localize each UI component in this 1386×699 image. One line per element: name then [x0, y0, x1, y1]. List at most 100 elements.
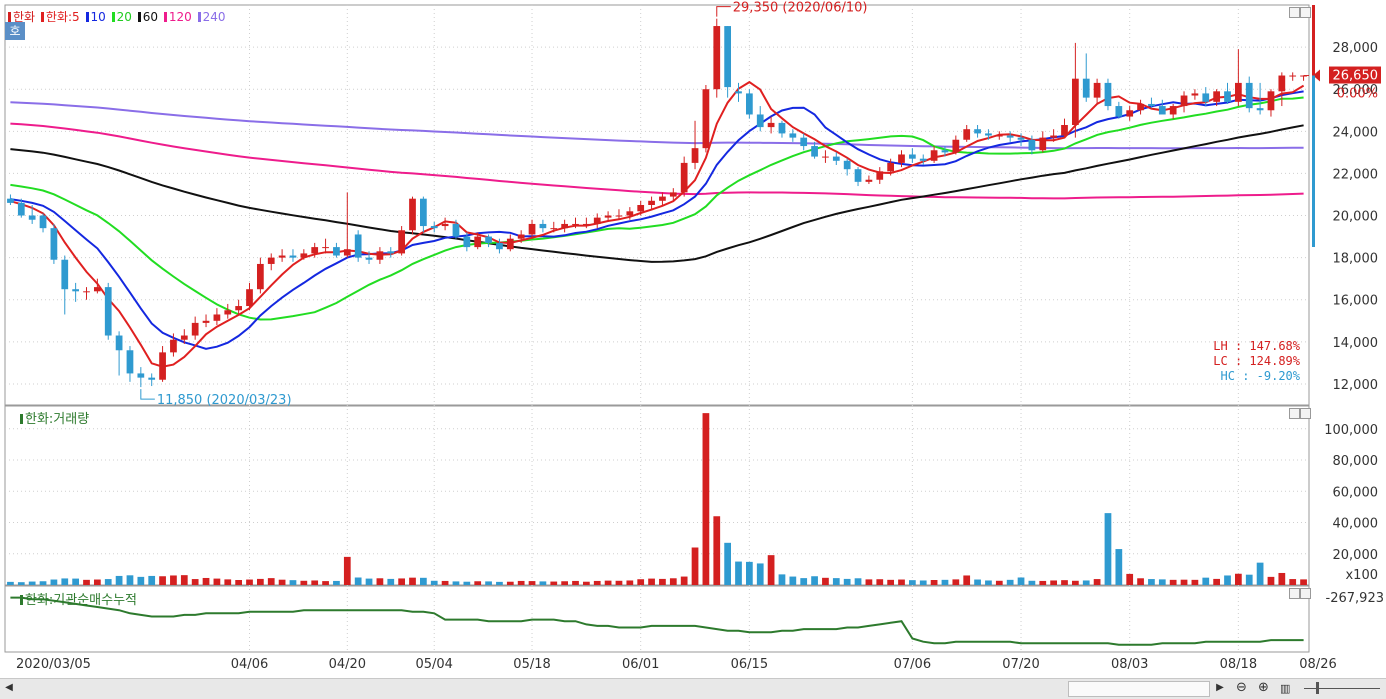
- legend-ma-5[interactable]: 한화:5: [40, 8, 80, 25]
- ma-120-line: [10, 122, 1304, 200]
- zoom-in-icon[interactable]: ⊕: [1258, 680, 1269, 695]
- price-pane-maximize-button[interactable]: [1300, 7, 1311, 18]
- zoom-out-icon[interactable]: ⊖: [1236, 680, 1247, 695]
- candle-body: [930, 150, 938, 161]
- candle-body: [572, 223, 579, 225]
- legend-stock[interactable]: 한화: [8, 8, 35, 25]
- stat-hc: HC : -9.20%: [1221, 369, 1301, 383]
- candle-body: [1267, 91, 1275, 111]
- price-pane-minimize-button[interactable]: [1289, 7, 1300, 18]
- candle-body: [246, 289, 253, 307]
- legend-ma-240-label: 240: [202, 10, 226, 24]
- high-annotation: 29,350 (2020/06/10): [733, 1, 868, 16]
- volume-bar: [952, 579, 960, 585]
- legend-ma-20[interactable]: 20: [111, 10, 132, 24]
- legend-ma-120[interactable]: 120: [163, 10, 192, 24]
- ma-20-line: [10, 96, 1304, 321]
- inst-pane-minimize-button[interactable]: [1289, 588, 1300, 599]
- zoom-slider-track[interactable]: [1304, 688, 1380, 689]
- volume-bar: [1278, 572, 1286, 585]
- volume-bar: [1289, 579, 1297, 585]
- scroll-thumb[interactable]: [1068, 681, 1210, 697]
- candle-body: [137, 373, 145, 378]
- range-bar-down: [1312, 75, 1315, 248]
- candle-body: [496, 242, 503, 250]
- volume-bar: [615, 580, 623, 585]
- inst-pane-maximize-button[interactable]: [1300, 588, 1311, 599]
- volume-tick-label: 100,000: [1324, 423, 1378, 438]
- volume-bar: [735, 561, 742, 585]
- volume-pane-minimize-button[interactable]: [1289, 408, 1300, 419]
- candle-body: [919, 158, 927, 161]
- volume-bar: [582, 581, 590, 585]
- candle-body: [908, 154, 916, 159]
- legend-ma-10[interactable]: 10: [85, 10, 106, 24]
- zoom-slider-handle[interactable]: [1316, 682, 1319, 694]
- legend-stock-label: 한화: [13, 10, 36, 24]
- legend-ma-240[interactable]: 240: [197, 10, 226, 24]
- volume-bar: [1267, 576, 1275, 585]
- volume-bar: [702, 413, 710, 585]
- candle-body: [93, 287, 101, 292]
- price-tick-label: 28,000: [1333, 41, 1379, 56]
- candle-body: [1028, 139, 1036, 151]
- candle-body: [213, 314, 221, 321]
- candle-body: [593, 217, 601, 224]
- volume-bar: [1006, 579, 1014, 585]
- candle-body: [637, 205, 645, 212]
- volume-bar: [376, 578, 384, 585]
- bar-spacing-icon[interactable]: ▥: [1280, 682, 1291, 695]
- time-scrollbar[interactable]: ◀ ▶ ⊖ ⊕ ▥: [0, 678, 1386, 699]
- quote-mode-badge[interactable]: 호: [5, 22, 25, 40]
- candle-body: [289, 255, 297, 258]
- candle-body: [1093, 82, 1101, 98]
- candle-body: [800, 137, 808, 147]
- candle-body: [843, 160, 851, 170]
- volume-bar: [561, 581, 569, 585]
- stat-lc: LC : 124.89%: [1213, 354, 1300, 368]
- candle-body: [39, 215, 47, 229]
- volume-pane-title[interactable]: 한화:거래량: [20, 408, 89, 427]
- candle-body: [235, 306, 243, 311]
- scroll-left-arrow-icon[interactable]: ◀: [5, 682, 13, 693]
- volume-bar: [1050, 580, 1058, 585]
- candle-body: [724, 26, 732, 88]
- candle-body: [745, 93, 753, 115]
- last-price-value: 26,650: [1333, 69, 1379, 84]
- volume-bar: [1093, 579, 1101, 585]
- volume-bar: [387, 578, 395, 585]
- x-tick-label: 08/18: [1220, 657, 1257, 672]
- volume-bar: [343, 556, 351, 585]
- candle-body: [528, 223, 536, 235]
- volume-bar: [235, 580, 243, 585]
- candle-body: [1180, 95, 1188, 107]
- volume-bar: [1169, 579, 1177, 585]
- volume-bar: [811, 576, 818, 585]
- volume-bar: [300, 580, 308, 585]
- volume-bar: [865, 579, 873, 585]
- volume-bar: [398, 578, 406, 585]
- candle-body: [1158, 106, 1166, 115]
- candle-body: [419, 198, 427, 227]
- candle-body: [506, 238, 514, 250]
- candle-body: [256, 263, 264, 290]
- volume-bar: [539, 581, 547, 585]
- price-tick-label: 14,000: [1333, 336, 1379, 351]
- inst-pane-title[interactable]: 한화:기관순매수누적: [20, 589, 137, 608]
- candle-body: [126, 350, 134, 374]
- volume-bar: [333, 580, 340, 585]
- candle-body: [1234, 82, 1242, 102]
- candle-body: [485, 236, 492, 243]
- x-tick-label: 04/06: [231, 657, 268, 672]
- volume-bar: [1191, 579, 1199, 585]
- legend-ma-60[interactable]: 60: [137, 10, 158, 24]
- volume-bar: [789, 576, 797, 585]
- volume-bar: [430, 580, 438, 585]
- candle-body: [1289, 75, 1297, 77]
- volume-pane-maximize-button[interactable]: [1300, 408, 1311, 419]
- scroll-right-arrow-icon[interactable]: ▶: [1216, 682, 1224, 693]
- legend-ma-20-label: 20: [116, 10, 132, 24]
- volume-bar: [854, 578, 862, 585]
- candle-body: [148, 377, 156, 380]
